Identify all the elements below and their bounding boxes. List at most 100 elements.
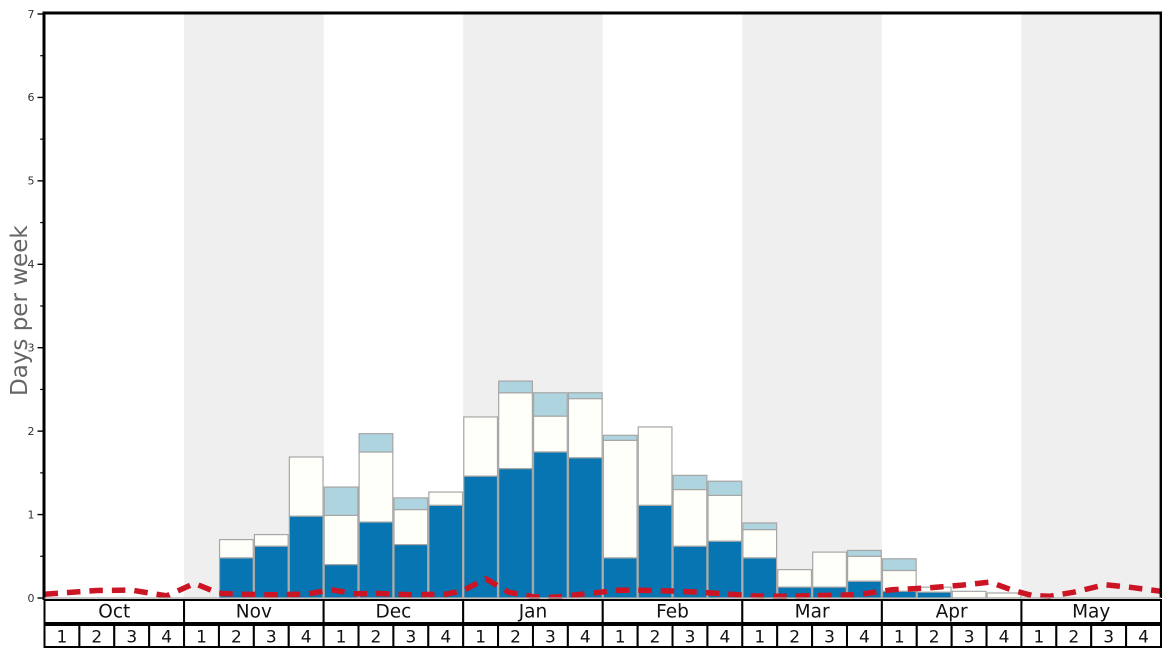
bar-segment-lightblue: [498, 380, 533, 394]
stacked-bars: [218, 380, 1022, 599]
bar-segment-lightblue: [602, 434, 638, 441]
week-number-label: 4: [440, 628, 451, 648]
bar-segment-blue: [358, 521, 394, 599]
week-number-label: 4: [580, 628, 591, 648]
month-label-dec: Dec: [376, 602, 412, 623]
axes: 0 1 2 3 4 5 6 7: [28, 8, 1163, 605]
bar-segment-blue: [637, 504, 673, 599]
month-shading-bands: [184, 14, 1161, 598]
y-tick-label: 5: [28, 175, 35, 188]
bar-segment-white: [707, 494, 743, 542]
bar-segment-blue: [567, 457, 603, 599]
bar-segment-white: [532, 415, 568, 453]
bar-segment-blue: [916, 591, 952, 599]
month-band-may: [1021, 14, 1161, 598]
bar-segment-blue: [288, 515, 324, 599]
week-number-label: 2: [231, 628, 242, 648]
week-number-label: 2: [371, 628, 382, 648]
bar-segment-white: [393, 508, 429, 546]
bar-segment-white: [358, 451, 394, 523]
week-number-label: 1: [754, 628, 765, 648]
week-number-label: 1: [615, 628, 626, 648]
bar-segment-white: [812, 551, 847, 588]
week-number-label: 4: [161, 628, 172, 648]
y-tick-label: 4: [28, 258, 35, 271]
bar-segment-lightblue: [323, 486, 359, 517]
month-label-feb: Feb: [656, 602, 689, 623]
week-number-label: 3: [964, 628, 975, 648]
bar-segment-white: [846, 555, 882, 582]
bar-segment-blue: [742, 557, 778, 599]
bar-segment-lightblue: [393, 497, 429, 511]
week-number-label: 3: [824, 628, 835, 648]
month-band-mar: [742, 14, 882, 598]
week-number-label: 4: [999, 628, 1010, 648]
week-number-label: 1: [57, 628, 68, 648]
red-dashed-line: [44, 576, 1162, 600]
week-number-label: 4: [859, 628, 870, 648]
y-tick-label: 0: [28, 592, 35, 605]
month-week-table: Oct Nov Dec Jan Feb Mar Apr May 1 2 3 4 1 2 3 4 1 2 3 4 1 2 3 4…: [43, 599, 1162, 648]
week-number-label: 3: [685, 628, 696, 648]
week-number-label: 2: [91, 628, 102, 648]
bar-segment-lightblue: [532, 392, 568, 417]
week-number-label: 1: [894, 628, 905, 648]
red-dashed-series: [44, 576, 1162, 600]
week-cell: [1125, 624, 1162, 648]
bar-segment-blue: [428, 504, 464, 599]
bar-segment-blue: [498, 468, 533, 599]
week-number-label: 1: [336, 628, 347, 648]
bar-segment-white: [463, 416, 499, 477]
week-number-label: 3: [545, 628, 556, 648]
month-label-mar: Mar: [795, 602, 830, 623]
month-label-apr: Apr: [936, 602, 968, 623]
bar-segment-white: [288, 456, 324, 517]
bar-segment-lightblue: [846, 549, 882, 557]
week-number-label: 2: [929, 628, 940, 648]
week-number-label: 1: [196, 628, 207, 648]
month-cell-may: [1020, 599, 1162, 624]
week-number-label: 2: [650, 628, 661, 648]
week-number-label: 1: [1033, 628, 1044, 648]
bar-segment-white: [986, 592, 1022, 599]
month-label-may: May: [1072, 602, 1110, 623]
week-number-label: 1: [475, 628, 486, 648]
month-label-nov: Nov: [236, 602, 272, 623]
bar-segment-white: [602, 439, 638, 559]
bar-segment-white: [253, 533, 289, 547]
bar-segment-lightblue: [567, 392, 603, 400]
bar-segment-white: [742, 528, 778, 559]
bar-segment-white: [672, 488, 708, 547]
week-number-label: 2: [510, 628, 521, 648]
week-number-label: 4: [301, 628, 312, 648]
bar-segment-blue: [393, 544, 429, 599]
bar-segment-white: [218, 538, 254, 559]
y-tick-label: 6: [28, 91, 35, 104]
week-number-label: 2: [789, 628, 800, 648]
week-number-label: 4: [1138, 628, 1149, 648]
bar-segment-lightblue: [881, 558, 917, 572]
bar-segment-white: [951, 590, 987, 599]
week-number-label: 3: [266, 628, 277, 648]
bar-segment-white: [637, 426, 673, 506]
bar-segment-lightblue: [358, 433, 394, 453]
bar-segment-blue: [707, 540, 743, 599]
bar-segment-lightblue: [742, 522, 778, 531]
bar-segment-lightblue: [672, 474, 708, 491]
bar-segment-white: [323, 514, 359, 566]
month-label-jan: Jan: [518, 602, 548, 623]
y-tick-label: 2: [28, 425, 35, 438]
bar-segment-white: [428, 491, 464, 506]
y-axis-label: Days per week: [7, 225, 33, 396]
week-number-label: 2: [1068, 628, 1079, 648]
bar-segment-white: [777, 569, 813, 588]
y-tick-label: 7: [28, 8, 35, 21]
week-number-label: 3: [126, 628, 137, 648]
week-number-label: 3: [405, 628, 416, 648]
bar-segment-lightblue: [707, 480, 743, 496]
bar-segment-blue: [532, 451, 568, 599]
bar-segment-white: [498, 392, 533, 470]
bar-segment-blue: [253, 545, 289, 599]
